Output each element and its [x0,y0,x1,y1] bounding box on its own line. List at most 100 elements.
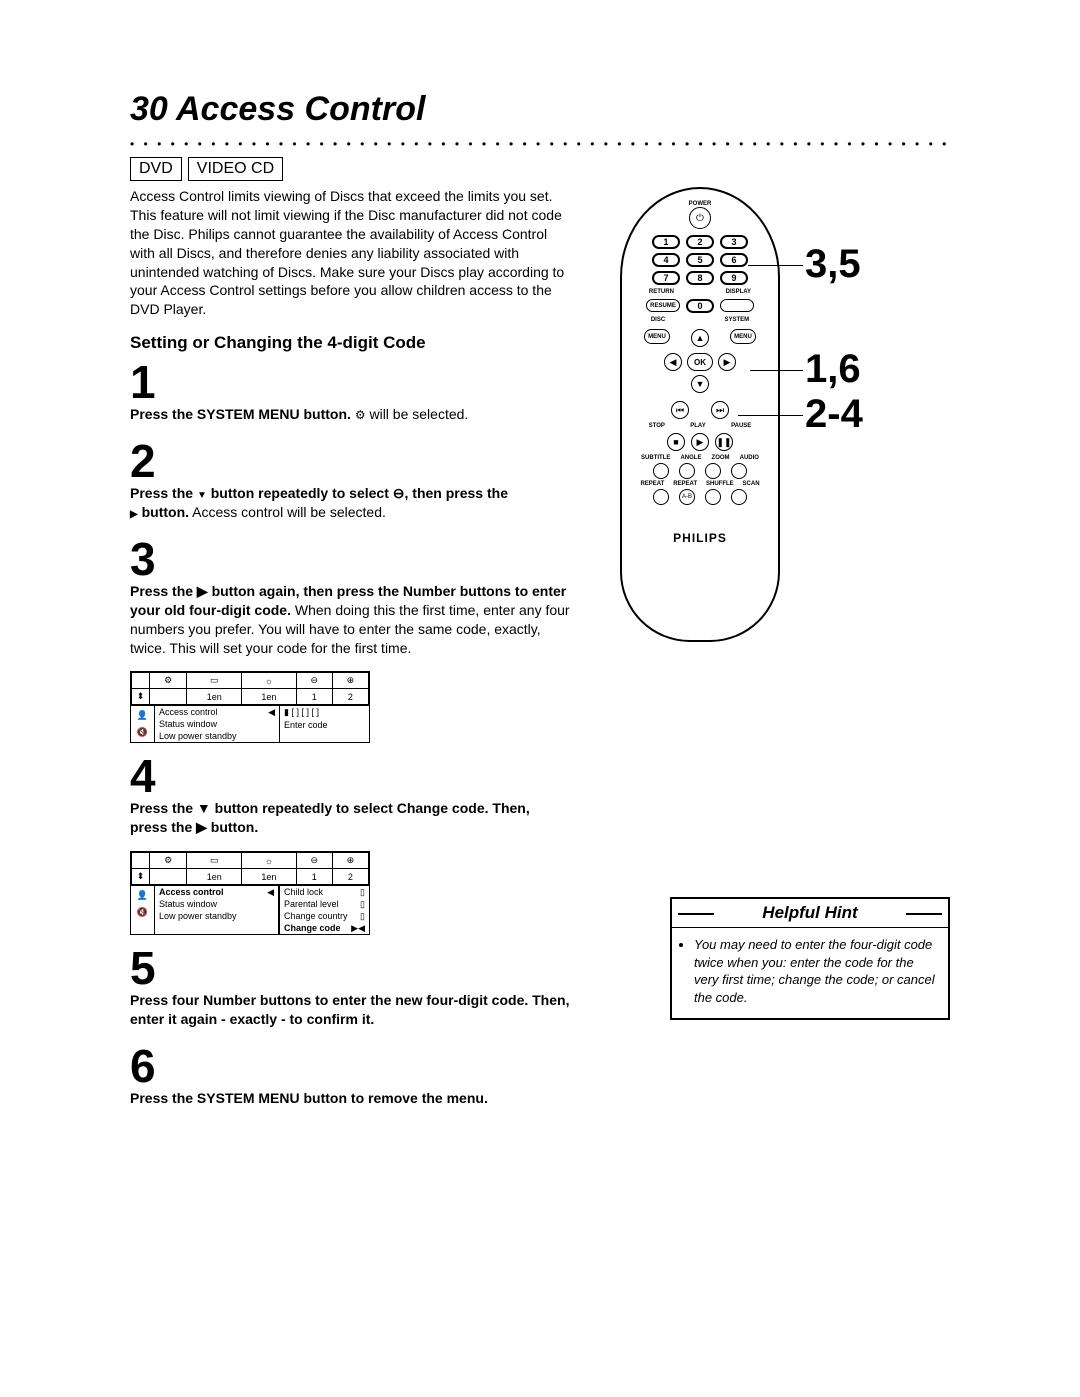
stop-label: STOP [649,423,665,429]
power-button[interactable]: ⏻ [689,207,711,229]
feature-icon: ⊖ [393,485,405,501]
num-8[interactable]: 8 [686,271,714,285]
t: button. [138,504,189,520]
hd-icon: ☼ [242,673,297,689]
callout-numbers: 3,5 [805,242,861,287]
settings-icon: ⚙ [355,408,366,422]
num-7[interactable]: 7 [652,271,680,285]
badge-dvd: DVD [130,157,182,181]
num-9[interactable]: 9 [720,271,748,285]
num-0[interactable]: 0 [686,299,714,313]
arrow-icon: ▶◀ [351,923,365,934]
num-6[interactable]: 6 [720,253,748,267]
return-label: RETURN [649,289,674,295]
menu-item: Change code [284,923,341,933]
hd-icon: ⚙ [150,673,187,689]
d-pad: MENU ▲ MENU ◀ OK ▶ ▼ [650,327,750,397]
right-button[interactable]: ▶ [718,353,736,371]
step-6: 6 Press the SYSTEM MENU button to remove… [130,1043,570,1108]
menu-diagram-2: ⚙ ▭ ☼ ⊖ ⊕ ⬍ 1en 1en 1 2 👤 🔇 [130,851,370,935]
menu-item: Change country [284,911,348,921]
callout-line [750,370,803,371]
pause-button[interactable]: ❚❚ [715,433,733,451]
audio-label: AUDIO [740,455,759,461]
hd-val [150,869,187,885]
step-4: 4 Press the ▼ button repeatedly to selec… [130,753,570,837]
callout-line [738,415,803,416]
scan-button[interactable] [731,489,747,505]
num-1[interactable]: 1 [652,235,680,249]
down-icon [197,485,207,501]
hd-val: 1 [296,689,332,705]
hd-icon: ▭ [187,853,242,869]
t: , then press the [405,485,508,501]
page-title: 30 Access Control [130,90,950,129]
angle-button[interactable] [679,463,695,479]
stop-button[interactable]: ■ [667,433,685,451]
left-button[interactable]: ◀ [664,353,682,371]
left-arrow-icon: ◀ [267,887,274,898]
mute-icon: 🔇 [137,907,148,918]
up-button[interactable]: ▲ [691,329,709,347]
hd-val: 1en [187,689,242,705]
num-5[interactable]: 5 [686,253,714,267]
num-4[interactable]: 4 [652,253,680,267]
audio-button[interactable] [731,463,747,479]
play-button[interactable]: ▶ [691,433,709,451]
hd-val: 1 [296,869,332,885]
hd-val: 1en [242,869,297,885]
num-2[interactable]: 2 [686,235,714,249]
scan-label: SCAN [743,481,760,487]
section-heading: Setting or Changing the 4-digit Code [130,333,570,353]
shuffle-label: SHUFFLE [706,481,734,487]
step-bold: Press the SYSTEM MENU button. [130,406,351,422]
step-3: 3 Press the ▶ button again, then press t… [130,536,570,658]
step-number: 3 [130,536,570,582]
left-arrow-icon: ◀ [268,707,275,718]
disc-menu-button[interactable]: MENU [644,329,670,344]
callout-dpad: 2-4 [805,392,863,437]
step-5: 5 Press four Number buttons to enter the… [130,945,570,1029]
menu-item: Access control [159,707,218,717]
step-number: 1 [130,359,570,405]
zoom-label: ZOOM [712,455,730,461]
callout-system-menu: 1,6 [805,347,861,392]
menu-item: Low power standby [155,730,279,742]
repeat-button[interactable] [653,489,669,505]
next-button[interactable]: ⏭ [711,401,729,419]
step-number: 2 [130,438,570,484]
brand-label: PHILIPS [622,531,778,545]
subtitle-button[interactable] [653,463,669,479]
step-number: 6 [130,1043,570,1089]
t: button repeatedly to select [207,485,393,501]
shuffle-button[interactable] [705,489,721,505]
menu-item: Low power standby [155,910,278,922]
format-badges: DVD VIDEO CD [130,157,950,181]
intro-text: Access Control limits viewing of Discs t… [130,187,570,319]
repeat-ab-button[interactable]: A-B [679,489,695,505]
display-button[interactable] [720,299,754,312]
menu-diagram-1: ⚙ ▭ ☼ ⊖ ⊕ ⬍ 1en 1en 1 2 👤 🔇 [130,671,370,743]
step-1: 1 Press the SYSTEM MENU button. ⚙ will b… [130,359,570,424]
ok-button[interactable]: OK [687,353,713,371]
zoom-button[interactable] [705,463,721,479]
hint-body: You may need to enter the four-digit cod… [694,936,936,1006]
hd-icon: ☼ [242,853,297,869]
system-menu-button[interactable]: MENU [730,329,756,344]
down-button[interactable]: ▼ [691,375,709,393]
t: Press the [130,485,197,501]
step-bold: Press the SYSTEM MENU button to remove t… [130,1090,488,1106]
step-number: 4 [130,753,570,799]
subtitle-label: SUBTITLE [641,455,670,461]
repeat-label: REPEAT [640,481,664,487]
code-label: Enter code [280,719,369,731]
resume-button[interactable]: RESUME [646,299,680,312]
right-icon [130,504,138,520]
play-label: PLAY [690,423,705,429]
num-3[interactable]: 3 [720,235,748,249]
badge-videocd: VIDEO CD [188,157,283,181]
prev-button[interactable]: ⏮ [671,401,689,419]
hd-val [150,689,187,705]
disc-label: DISC [651,317,665,323]
step-number: 5 [130,945,570,991]
